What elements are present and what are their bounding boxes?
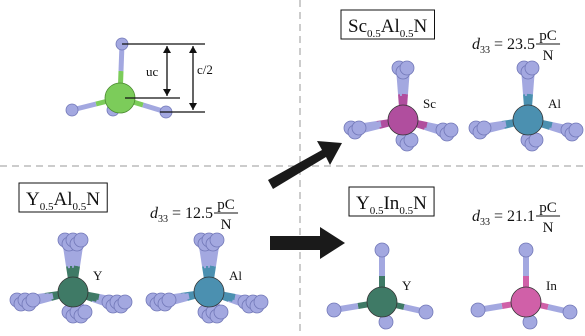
atom (529, 133, 543, 147)
formula-element: Y (356, 193, 370, 214)
d33-value: 23.5 (507, 36, 535, 53)
atom (471, 303, 485, 317)
atom (525, 61, 539, 75)
atom (519, 243, 533, 257)
formula: Y0.5Al0.5N (26, 189, 100, 213)
atom (477, 121, 491, 135)
d33: d33=12.5 (150, 205, 213, 225)
atom (388, 105, 418, 135)
atom (352, 121, 366, 135)
atom (66, 104, 78, 116)
arrowhead (189, 46, 197, 53)
arrow (268, 141, 342, 189)
formula-element: Y (26, 189, 40, 210)
atom (511, 287, 541, 317)
formula: Y0.5In0.5N (356, 193, 427, 217)
d33: d33=21.1 (472, 208, 535, 228)
unit-denominator: N (221, 217, 232, 233)
element-label: Y (93, 268, 103, 283)
unit-denominator: N (543, 220, 554, 236)
atom (513, 105, 543, 135)
atom (563, 305, 577, 319)
atom (444, 123, 458, 137)
formula-subscript: 0.5 (72, 201, 86, 213)
formula-element: Al (53, 189, 72, 210)
atom (569, 123, 583, 137)
arrowhead (163, 89, 171, 96)
atom (367, 287, 397, 317)
atom (375, 243, 389, 257)
formula-element: N (414, 16, 428, 37)
d33-subscript: 33 (480, 217, 490, 228)
arrowhead (163, 46, 171, 53)
d33-subscript: 33 (480, 45, 490, 56)
atom (404, 133, 418, 147)
formula-subscript: 0.5 (370, 205, 384, 217)
formula-element: Sc (348, 16, 367, 37)
formula-subscript: 0.5 (40, 201, 54, 213)
atom (26, 293, 40, 307)
arrowhead (189, 103, 197, 110)
dimension-label: c/2 (197, 62, 213, 77)
element-label: Al (229, 268, 242, 283)
atom (118, 295, 132, 309)
dimension-label: uc (146, 64, 159, 79)
atom (74, 233, 88, 247)
formula-element: Al (381, 16, 400, 37)
formula-element: N (86, 189, 100, 210)
figure: ucc/2Sc0.5Al0.5Nd33=23.5pCNScAlY0.5Al0.5… (0, 0, 585, 336)
unit-numerator: pC (539, 28, 557, 44)
d33-subscript: 33 (158, 214, 168, 225)
formula: Sc0.5Al0.5N (348, 16, 428, 40)
element-label: Y (402, 278, 412, 293)
element-label: Al (548, 96, 561, 111)
d33-equals: = (494, 36, 503, 53)
element-label: In (546, 278, 557, 293)
atom (210, 233, 224, 247)
atom (419, 305, 433, 319)
atom (400, 61, 414, 75)
formula-element: N (413, 193, 427, 214)
unit-numerator: pC (539, 200, 557, 216)
formula-element: In (383, 193, 399, 214)
unit-denominator: N (543, 48, 554, 64)
d33-equals: = (494, 208, 503, 225)
d33-equals: = (172, 205, 181, 222)
atom (254, 295, 268, 309)
element-label: Sc (423, 96, 436, 111)
unit-numerator: pC (217, 197, 235, 213)
atom (327, 303, 341, 317)
formula-subscript: 0.5 (399, 205, 413, 217)
atom (214, 305, 228, 319)
atom (58, 277, 88, 307)
atom (162, 293, 176, 307)
d33-value: 21.1 (507, 208, 535, 225)
formula-subscript: 0.5 (400, 28, 414, 40)
atom (78, 305, 92, 319)
atom (194, 277, 224, 307)
formula-subscript: 0.5 (367, 28, 381, 40)
d33-value: 12.5 (185, 205, 213, 222)
d33: d33=23.5 (472, 36, 535, 56)
arrow (270, 227, 345, 259)
